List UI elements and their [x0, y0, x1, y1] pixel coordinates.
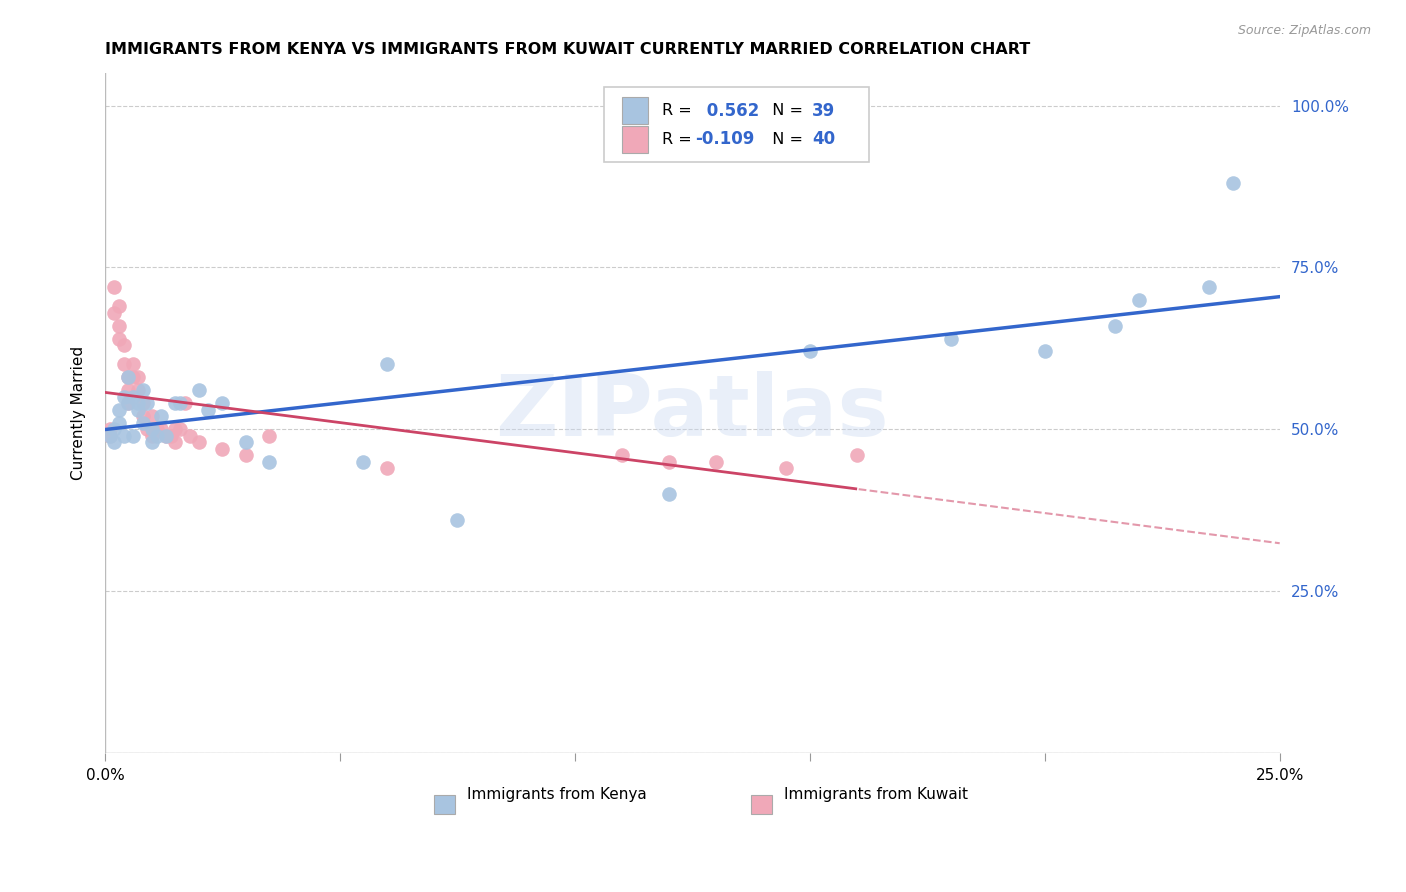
- Text: 0.562: 0.562: [700, 102, 759, 120]
- Text: N =: N =: [762, 132, 808, 146]
- Point: [159, 428, 181, 442]
- Point: [150, 409, 173, 424]
- Text: Immigrants from Kuwait: Immigrants from Kuwait: [785, 788, 969, 803]
- Point: [131, 384, 153, 398]
- Point: [136, 422, 159, 436]
- Point: [103, 306, 125, 320]
- Point: [127, 402, 149, 417]
- Point: [165, 396, 187, 410]
- FancyBboxPatch shape: [434, 795, 456, 814]
- Point: [117, 370, 139, 384]
- Point: [117, 384, 139, 398]
- Point: [98, 428, 121, 442]
- Point: [169, 422, 191, 436]
- FancyBboxPatch shape: [621, 97, 648, 124]
- Point: [141, 409, 163, 424]
- Point: [658, 454, 681, 468]
- Point: [122, 390, 145, 404]
- Point: [799, 344, 821, 359]
- Point: [141, 422, 163, 436]
- Point: [145, 422, 167, 436]
- Text: N =: N =: [762, 103, 808, 118]
- Point: [155, 428, 177, 442]
- FancyBboxPatch shape: [751, 795, 772, 814]
- Point: [179, 428, 201, 442]
- Point: [108, 332, 131, 346]
- Point: [446, 513, 468, 527]
- Point: [375, 358, 398, 372]
- Text: R =: R =: [662, 132, 697, 146]
- Point: [169, 396, 191, 410]
- Point: [1198, 279, 1220, 293]
- FancyBboxPatch shape: [605, 87, 869, 161]
- Point: [112, 428, 135, 442]
- Text: IMMIGRANTS FROM KENYA VS IMMIGRANTS FROM KUWAIT CURRENTLY MARRIED CORRELATION CH: IMMIGRANTS FROM KENYA VS IMMIGRANTS FROM…: [105, 42, 1031, 57]
- Point: [235, 435, 257, 450]
- Point: [141, 435, 163, 450]
- Point: [150, 422, 173, 436]
- Point: [165, 435, 187, 450]
- Point: [117, 396, 139, 410]
- Point: [1128, 293, 1150, 307]
- Point: [103, 279, 125, 293]
- Point: [197, 402, 219, 417]
- Text: 39: 39: [813, 102, 835, 120]
- Point: [127, 384, 149, 398]
- Point: [188, 384, 211, 398]
- Point: [235, 448, 257, 462]
- Point: [131, 416, 153, 430]
- Point: [211, 396, 233, 410]
- Point: [845, 448, 868, 462]
- Point: [117, 396, 139, 410]
- Point: [939, 332, 962, 346]
- Point: [131, 409, 153, 424]
- FancyBboxPatch shape: [621, 126, 648, 153]
- Point: [141, 428, 163, 442]
- Point: [165, 422, 187, 436]
- Point: [1104, 318, 1126, 333]
- Text: R =: R =: [662, 103, 697, 118]
- Text: Immigrants from Kenya: Immigrants from Kenya: [467, 788, 647, 803]
- Text: ZIPatlas: ZIPatlas: [495, 371, 889, 455]
- Point: [103, 435, 125, 450]
- Point: [704, 454, 727, 468]
- Text: 40: 40: [813, 130, 835, 148]
- Point: [658, 487, 681, 501]
- Point: [610, 448, 633, 462]
- Point: [136, 396, 159, 410]
- Point: [1033, 344, 1056, 359]
- Point: [117, 370, 139, 384]
- Point: [211, 442, 233, 456]
- Point: [188, 435, 211, 450]
- Point: [127, 370, 149, 384]
- Text: -0.109: -0.109: [695, 130, 754, 148]
- Point: [98, 422, 121, 436]
- Point: [98, 428, 121, 442]
- Point: [127, 396, 149, 410]
- Point: [155, 428, 177, 442]
- Y-axis label: Currently Married: Currently Married: [72, 346, 86, 480]
- Point: [131, 396, 153, 410]
- Point: [103, 422, 125, 436]
- Point: [108, 402, 131, 417]
- Point: [1222, 176, 1244, 190]
- Point: [122, 370, 145, 384]
- Point: [112, 338, 135, 352]
- Point: [145, 428, 167, 442]
- Point: [375, 461, 398, 475]
- Text: Source: ZipAtlas.com: Source: ZipAtlas.com: [1237, 24, 1371, 37]
- Point: [173, 396, 195, 410]
- Point: [122, 428, 145, 442]
- Point: [112, 358, 135, 372]
- Point: [259, 428, 281, 442]
- Point: [259, 454, 281, 468]
- Point: [775, 461, 797, 475]
- Point: [352, 454, 374, 468]
- Point: [122, 358, 145, 372]
- Point: [108, 318, 131, 333]
- Point: [108, 299, 131, 313]
- Point: [112, 390, 135, 404]
- Point: [108, 416, 131, 430]
